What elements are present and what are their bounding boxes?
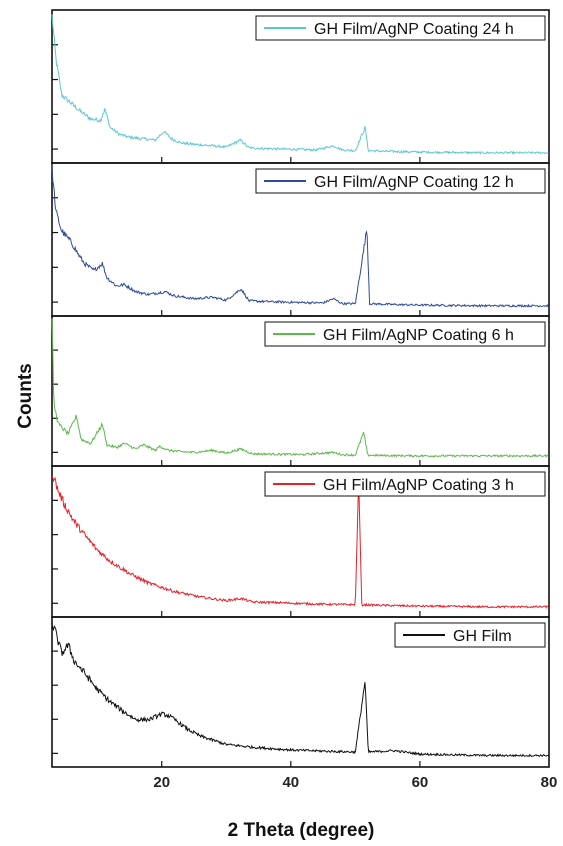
series-line: [51, 318, 549, 458]
y-axis-title: Counts: [15, 363, 36, 428]
legend-label: GH Film/AgNP Coating 3 h: [323, 477, 514, 494]
panel-4: GH Film/AgNP Coating 3 h: [51, 465, 550, 618]
legend-label: GH Film/AgNP Coating 12 h: [314, 174, 514, 191]
panel-frame: [51, 616, 550, 768]
x-tick-label: 40: [282, 774, 299, 791]
panel-3: GH Film/AgNP Coating 6 h: [51, 315, 550, 467]
x-tick-label: 20: [153, 774, 170, 791]
panels-layer: GH Film/AgNP Coating 24 h GH Film/AgNP Co…: [51, 9, 550, 768]
x-tick-label: 60: [412, 774, 429, 791]
legend-label: GH Film/AgNP Coating 6 h: [323, 327, 514, 344]
series-line: [51, 624, 549, 758]
series-line: [51, 14, 549, 156]
panel-2: GH Film/AgNP Coating 12 h: [51, 162, 550, 317]
legend-label: GH Film: [453, 628, 512, 645]
x-tick-label: 80: [541, 774, 558, 791]
series-line: [51, 476, 549, 609]
legend-label: GH Film/AgNP Coating 24 h: [314, 21, 514, 38]
panel-5: GH Film: [51, 616, 550, 768]
series-line: [51, 164, 549, 308]
x-axis: 20 40 60 80: [153, 774, 557, 791]
panel-1: GH Film/AgNP Coating 24 h: [51, 9, 550, 164]
x-axis-title: 2 Theta (degree): [228, 820, 375, 841]
